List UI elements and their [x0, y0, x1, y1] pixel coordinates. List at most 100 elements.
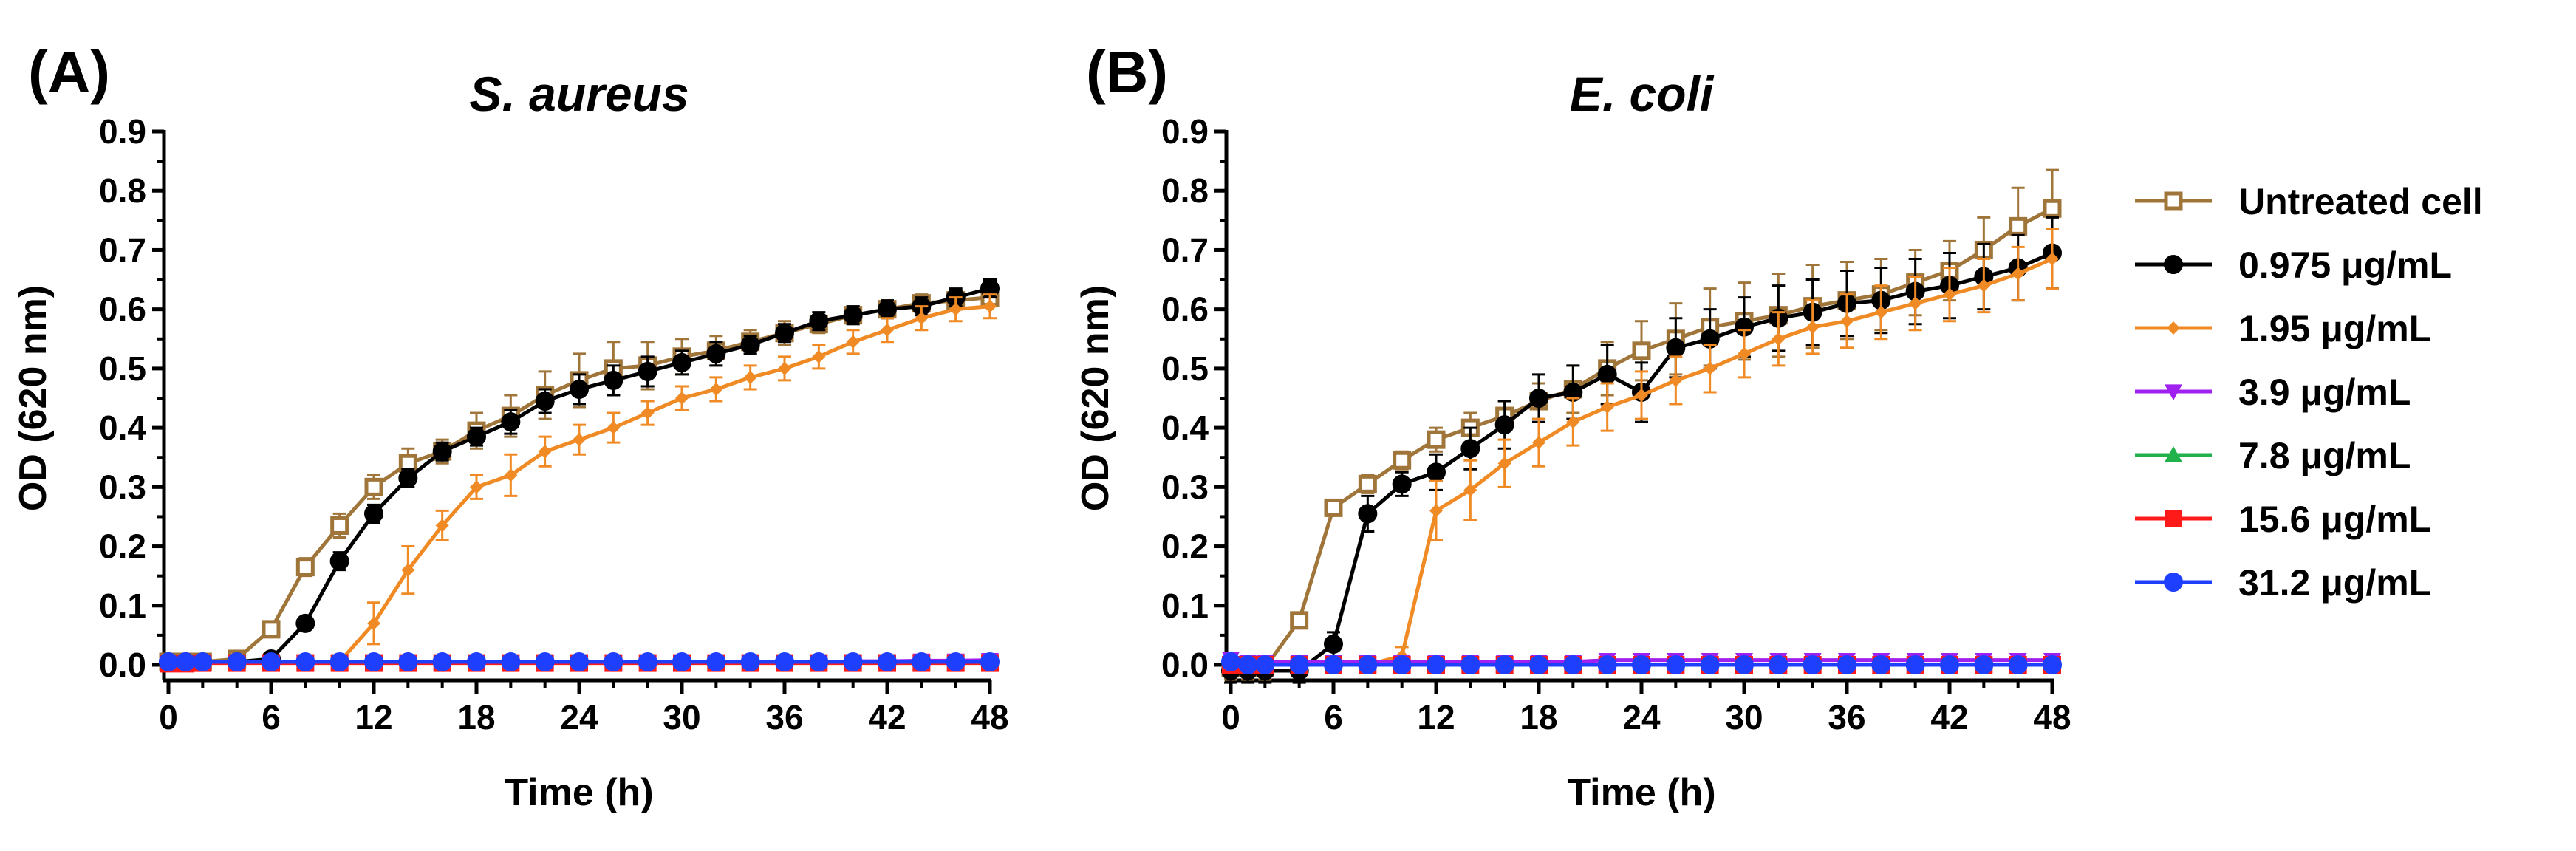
data-point	[1529, 389, 1548, 408]
data-point	[1427, 655, 1446, 674]
data-point	[364, 504, 383, 524]
y-tick-label: 0.7	[1161, 230, 1209, 269]
data-point	[1392, 655, 1412, 674]
series-1	[1221, 216, 2062, 684]
data-point	[1700, 655, 1720, 674]
data-point	[1666, 655, 1686, 674]
data-point	[364, 477, 383, 496]
y-tick-label: 0.0	[99, 646, 146, 684]
data-point	[1566, 415, 1580, 429]
data-point	[1977, 278, 1991, 293]
x-tick-label: 36	[1828, 698, 1865, 736]
data-point	[604, 370, 623, 390]
data-point	[1974, 655, 1994, 674]
data-point	[2043, 199, 2062, 218]
series-line	[168, 287, 991, 664]
series-6	[1221, 652, 2062, 674]
y-tick-label: 0.9	[99, 112, 146, 151]
x-tick-label: 18	[457, 698, 495, 736]
series-line	[168, 295, 991, 664]
data-point	[295, 613, 315, 633]
data-point	[398, 468, 418, 488]
x-tick-label: 30	[663, 698, 700, 736]
series-line	[1231, 207, 2054, 670]
series-0	[1221, 168, 2062, 681]
legend-marker	[2164, 255, 2183, 274]
data-point	[709, 382, 723, 396]
data-point	[470, 480, 483, 494]
x-tick-label: 6	[1324, 698, 1343, 736]
x-tick-label: 0	[159, 698, 178, 736]
y-tick-label: 0.0	[1161, 646, 1209, 684]
data-point	[1497, 457, 1511, 471]
data-point	[1463, 483, 1477, 497]
data-point	[843, 652, 863, 671]
data-point	[2043, 655, 2062, 674]
legend-marker	[2165, 384, 2182, 400]
y-tick-label: 0.1	[99, 587, 146, 625]
data-point	[1427, 430, 1446, 449]
y-tick-label: 0.3	[99, 468, 146, 506]
series-2	[1224, 228, 2059, 671]
y-tick-label: 0.9	[1161, 112, 1209, 151]
panel-letter-a: (A)	[28, 39, 110, 105]
data-point	[535, 392, 555, 411]
data-point	[809, 652, 829, 671]
data-point	[2046, 252, 2059, 266]
data-point	[1666, 338, 1686, 358]
x-tick-label: 30	[1725, 698, 1763, 736]
data-point	[1358, 474, 1377, 493]
data-point	[980, 652, 1000, 671]
data-point	[1703, 361, 1717, 375]
data-point	[1532, 436, 1545, 450]
data-point	[1358, 504, 1378, 524]
legend-label-195: 1.95 μg/mL	[2238, 308, 2431, 349]
data-point	[2008, 655, 2028, 674]
data-point	[675, 392, 689, 405]
data-point	[1494, 415, 1514, 435]
data-point	[809, 311, 829, 331]
data-point	[778, 361, 791, 375]
series-0	[159, 287, 1000, 671]
x-tick-label: 42	[1930, 698, 1968, 736]
data-point	[1840, 314, 1854, 328]
data-point	[398, 652, 418, 671]
data-point	[227, 652, 247, 671]
x-tick-label: 24	[1622, 698, 1661, 736]
data-point	[638, 652, 657, 671]
data-point	[538, 445, 552, 459]
data-point	[573, 433, 586, 447]
data-point	[1772, 332, 1786, 346]
data-point	[159, 652, 178, 671]
y-tick-label: 0.8	[99, 171, 146, 210]
data-point	[329, 551, 349, 571]
y-tick-label: 0.2	[99, 527, 146, 566]
data-point	[1632, 655, 1651, 674]
data-point	[501, 652, 521, 671]
data-point	[946, 652, 966, 671]
x-tick-label: 36	[765, 698, 803, 736]
legend-label-312: 31.2 μg/mL	[2238, 562, 2431, 604]
y-tick-label: 0.2	[1161, 527, 1209, 566]
x-axis-label-b: Time (h)	[1567, 771, 1715, 814]
data-point	[846, 335, 860, 349]
data-point	[501, 412, 521, 432]
x-tick-label: 0	[1221, 698, 1240, 736]
data-point	[607, 421, 621, 435]
data-point	[881, 323, 894, 337]
data-point	[672, 352, 691, 372]
panel-letter-b: (B)	[1086, 39, 1168, 105]
data-point	[983, 299, 997, 313]
legend-marker	[2165, 446, 2182, 462]
data-point	[1290, 611, 1309, 630]
data-point	[1632, 341, 1651, 360]
data-point	[364, 652, 383, 671]
data-point	[706, 652, 726, 671]
series-line	[1231, 251, 2053, 673]
y-tick-label: 0.6	[1161, 290, 1209, 329]
data-point	[638, 361, 657, 381]
data-point	[1597, 364, 1617, 384]
x-tick-label: 18	[1520, 698, 1557, 736]
data-point	[193, 652, 213, 671]
